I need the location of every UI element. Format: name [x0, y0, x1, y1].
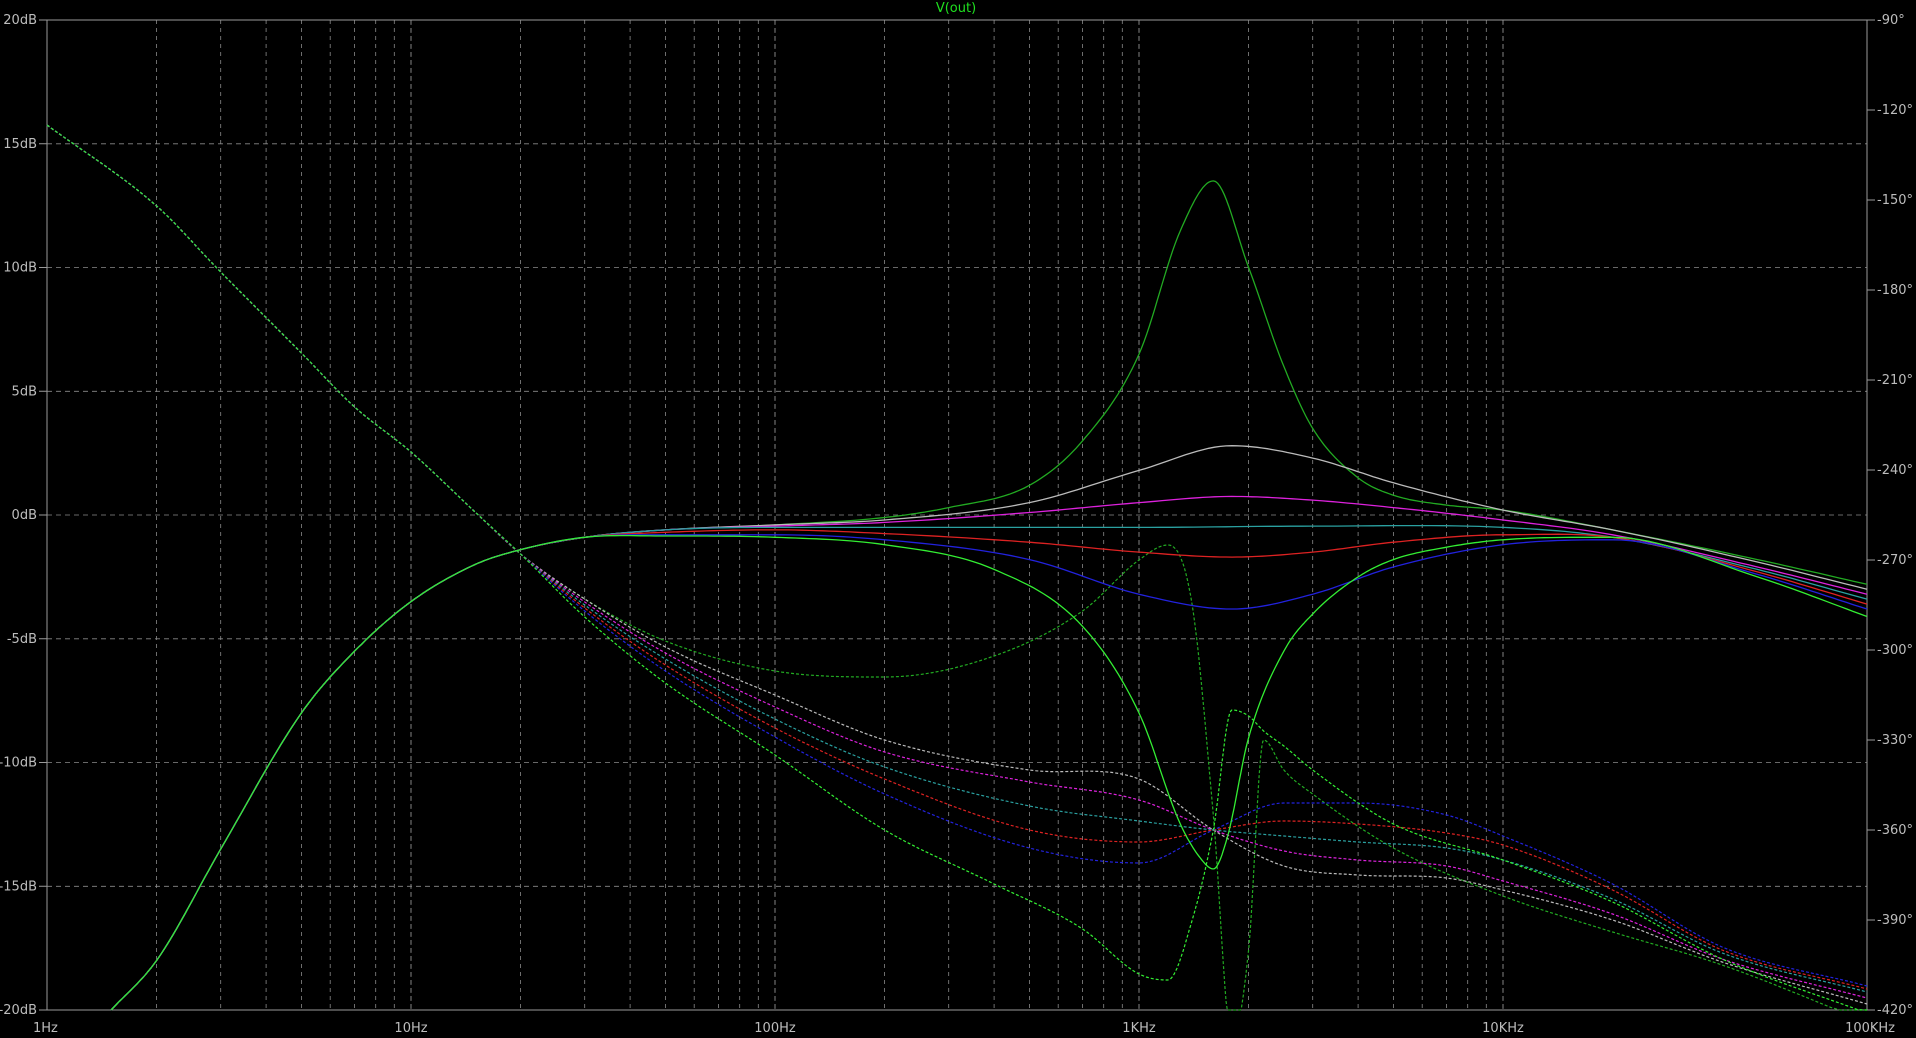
- y-right-tick-label: -420°: [1877, 1003, 1913, 1018]
- y-left-tick-label: 5dB: [12, 384, 37, 399]
- x-tick-label: 100Hz: [754, 1021, 796, 1036]
- magnitude-traces: [110, 180, 1868, 1011]
- grid: [47, 20, 1867, 1010]
- y-right-tick-label: -90°: [1877, 13, 1905, 28]
- y-right-tick-label: -150°: [1877, 193, 1913, 208]
- y-axis-right-labels: -90° -120° -150° -180° -210° -240° -270° -300° -…: [1867, 13, 1913, 1018]
- y-left-tick-label: -10dB: [0, 756, 37, 771]
- y-right-tick-label: -360°: [1877, 823, 1913, 838]
- y-right-tick-label: -270°: [1877, 553, 1913, 568]
- y-left-tick-label: 15dB: [3, 137, 37, 152]
- chart-title[interactable]: V(out): [936, 1, 976, 16]
- y-right-tick-label: -330°: [1877, 733, 1913, 748]
- x-tick-label: 1Hz: [33, 1021, 58, 1036]
- y-axis-left-labels: 20dB 15dB 10dB 5dB 0dB -5dB -10dB -15dB -20dB: [0, 13, 47, 1018]
- y-left-tick-label: 0dB: [12, 508, 37, 523]
- y-right-tick-label: -180°: [1877, 283, 1913, 298]
- phase-traces: [46, 124, 1868, 1011]
- y-left-tick-label: -5dB: [7, 632, 37, 647]
- y-left-tick-label: -20dB: [0, 1003, 37, 1018]
- y-right-tick-label: -240°: [1877, 463, 1913, 478]
- x-axis-labels: 1Hz 10Hz 100Hz 1KHz 10KHz 100KHz: [33, 1021, 1895, 1036]
- x-tick-label: 1KHz: [1122, 1021, 1156, 1036]
- magnitude-trace-notch: [110, 534, 1868, 1011]
- phase-trace-notch-phase: [46, 124, 1868, 1011]
- y-right-tick-label: -300°: [1877, 643, 1913, 658]
- phase-trace-peak-boost-phase: [46, 124, 1867, 1011]
- y-left-tick-label: -15dB: [0, 879, 37, 894]
- y-right-tick-label: -210°: [1877, 373, 1913, 388]
- x-tick-label: 100KHz: [1845, 1021, 1895, 1036]
- y-right-tick-label: -390°: [1877, 913, 1913, 928]
- y-left-tick-label: 20dB: [3, 13, 37, 28]
- y-right-tick-label: -120°: [1877, 103, 1913, 118]
- x-tick-label: 10Hz: [394, 1021, 427, 1036]
- y-left-tick-label: 10dB: [3, 261, 37, 276]
- x-tick-label: 10KHz: [1482, 1021, 1524, 1036]
